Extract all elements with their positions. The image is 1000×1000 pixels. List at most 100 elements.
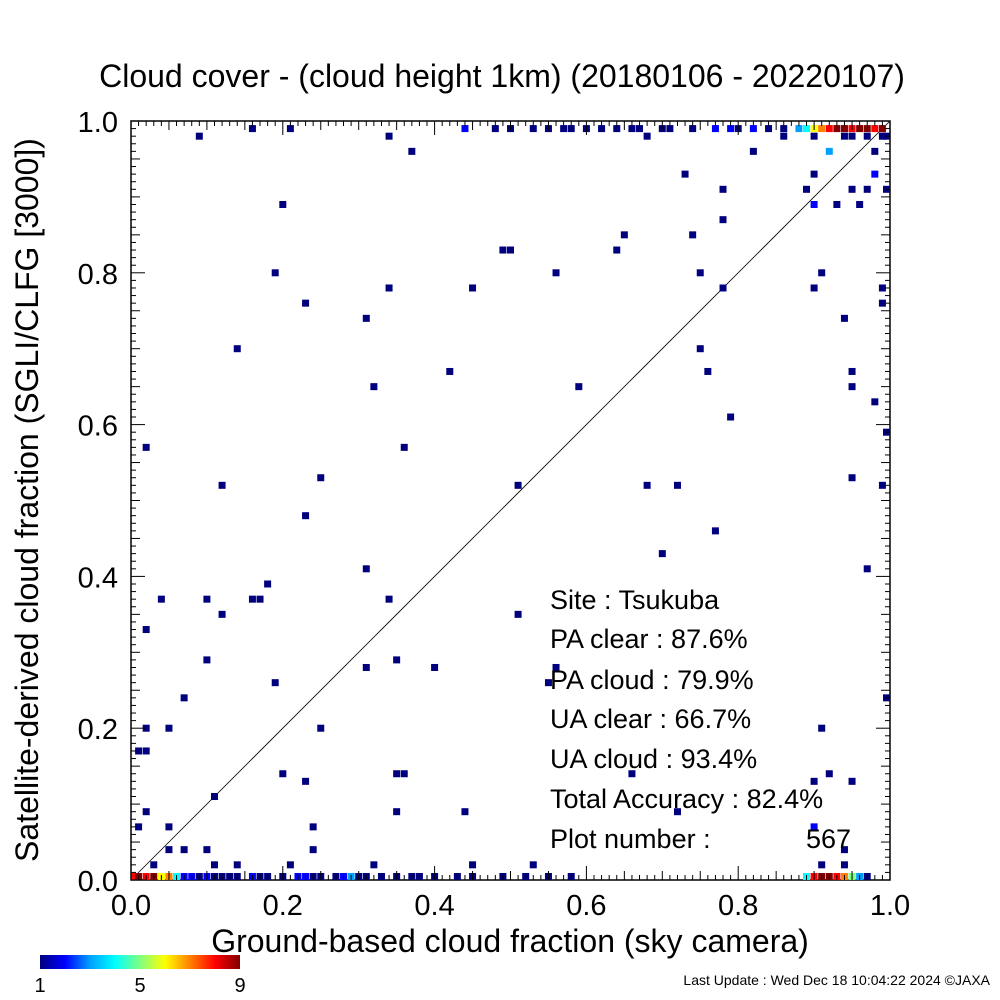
data-point: [165, 724, 173, 732]
data-point: [818, 861, 826, 869]
data-point: [461, 125, 469, 133]
x-tick-label: 0.2: [263, 890, 303, 922]
data-point: [362, 565, 370, 573]
data-point: [863, 125, 871, 133]
data-point: [264, 580, 272, 588]
data-point: [248, 595, 256, 603]
chart-title: Cloud cover - (cloud height 1km) (201801…: [99, 58, 905, 94]
data-point: [469, 861, 477, 869]
x-tick-label: 1.0: [870, 890, 910, 922]
y-axis-label: Satellite-derived cloud fraction (SGLI/C…: [9, 138, 45, 862]
data-point: [878, 299, 886, 307]
data-point: [180, 846, 188, 854]
x-tick-label: 0.0: [111, 890, 151, 922]
data-point: [400, 770, 408, 778]
data-point: [840, 861, 848, 869]
data-point: [385, 132, 393, 140]
y-tick-label: 0.4: [78, 562, 118, 594]
data-point: [863, 565, 871, 573]
data-point: [210, 861, 218, 869]
plot-area: [130, 120, 891, 881]
data-point: [317, 724, 325, 732]
data-point: [681, 170, 689, 178]
ua-clear-stat: UA clear : 66.7%: [550, 704, 751, 734]
data-point: [142, 443, 150, 451]
data-point: [636, 125, 644, 133]
data-point: [203, 595, 211, 603]
data-point: [628, 770, 636, 778]
data-point: [727, 413, 735, 421]
minor-ticks: [130, 120, 891, 881]
data-point: [871, 125, 879, 133]
data-point: [302, 512, 310, 520]
data-point: [878, 284, 886, 292]
data-point: [711, 527, 719, 535]
data-point: [620, 231, 628, 239]
data-point: [157, 595, 165, 603]
data-point: [271, 679, 279, 687]
data-point: [469, 284, 477, 292]
data-point: [878, 132, 886, 140]
data-point: [165, 823, 173, 831]
pa-cloud-stat: PA cloud : 79.9%: [550, 665, 754, 695]
data-point: [598, 125, 606, 133]
data-point: [218, 610, 226, 618]
data-point: [673, 481, 681, 489]
data-point: [810, 132, 818, 140]
plot-number-label: Plot number :: [550, 824, 711, 854]
data-point: [848, 474, 856, 482]
data-point: [195, 132, 203, 140]
data-point: [871, 398, 879, 406]
data-point: [666, 125, 674, 133]
data-point: [613, 125, 621, 133]
data-point: [552, 269, 560, 277]
data-point: [362, 314, 370, 322]
y-tick-label: 1.0: [78, 107, 118, 139]
data-point: [719, 284, 727, 292]
data-point: [575, 383, 583, 391]
data-point: [825, 125, 833, 133]
y-tick-label: 0.0: [78, 866, 118, 898]
data-point: [131, 873, 138, 880]
data-point: [848, 367, 856, 375]
data-point: [719, 185, 727, 193]
data-point: [165, 846, 173, 854]
data-point: [302, 299, 310, 307]
data-point: [529, 861, 537, 869]
data-point: [203, 846, 211, 854]
colorbar: [40, 955, 240, 969]
data-point: [567, 125, 575, 133]
data-point: [689, 125, 697, 133]
colorbar-labels: 1 5 9: [34, 975, 245, 997]
data-point: [393, 808, 401, 816]
y-tick-labels: 0.0 0.2 0.4 0.6 0.8 1.0: [78, 107, 118, 898]
data-point: [727, 125, 735, 133]
data-point: [780, 125, 788, 133]
data-point: [878, 125, 886, 133]
data-point: [203, 656, 211, 664]
data-point: [795, 125, 803, 133]
data-point: [749, 125, 757, 133]
data-point: [370, 861, 378, 869]
data-point: [408, 147, 416, 155]
data-point: [749, 147, 757, 155]
y-tick-label: 0.6: [78, 411, 118, 443]
data-point: [514, 481, 522, 489]
data-point: [233, 345, 241, 353]
data-point: [256, 595, 264, 603]
data-point: [803, 185, 811, 193]
data-point: [279, 200, 287, 208]
data-point: [863, 132, 871, 140]
data-point: [673, 808, 681, 816]
data-point: [385, 284, 393, 292]
data-point: [878, 481, 886, 489]
data-point: [135, 823, 143, 831]
data-point: [848, 185, 856, 193]
data-point: [544, 679, 552, 687]
x-tick-label: 0.4: [414, 890, 454, 922]
data-point: [552, 663, 560, 671]
data-point: [840, 125, 848, 133]
data-point: [711, 125, 719, 133]
data-point: [810, 777, 818, 785]
data-point: [848, 777, 856, 785]
